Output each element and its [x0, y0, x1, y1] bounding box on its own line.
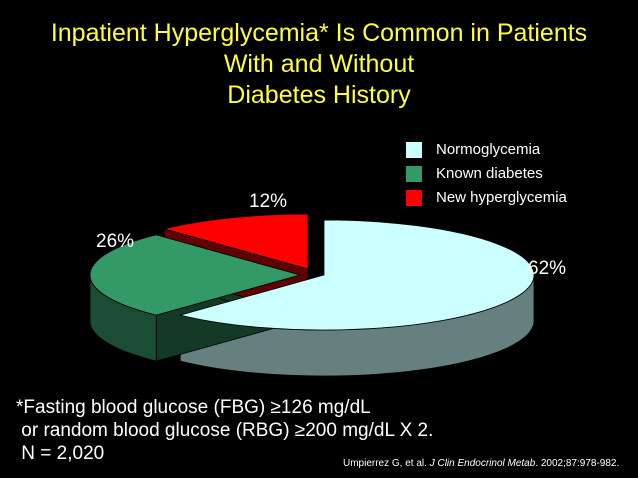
slide-title: Inpatient Hyperglycemia* Is Common in Pa…: [0, 18, 638, 111]
data-label-new-hyperglycemia: 12%: [249, 191, 288, 212]
pie-slice-new-hyperglycemia: [162, 213, 309, 270]
legend-swatch-new-hyperglycemia: [406, 189, 422, 206]
legend-swatch-normoglycemia: [406, 141, 422, 158]
footnote: *Fasting blood glucose (FBG) ≥126 mg/dL …: [16, 396, 433, 465]
data-label-known-diabetes: 26%: [96, 231, 135, 252]
citation: Umpierrez G, et al. J Clin Endocrinol Me…: [343, 458, 619, 469]
footnote-line-1: *Fasting blood glucose (FBG) ≥126 mg/dL: [16, 397, 371, 418]
citation-details: . 2002;87:978-982.: [535, 458, 620, 469]
data-label-normoglycemia: 62%: [528, 258, 567, 279]
legend-label-new-hyperglycemia: New hyperglycemia: [436, 189, 567, 206]
legend-item-new-hyperglycemia: New hyperglycemia: [406, 186, 567, 209]
title-line-1: Inpatient Hyperglycemia* Is Common in Pa…: [50, 19, 588, 47]
legend-label-normoglycemia: Normoglycemia: [436, 141, 541, 158]
citation-authors: Umpierrez G, et al.: [343, 458, 430, 469]
pie-slice-known-diabetes: [89, 234, 302, 316]
legend-swatch-known-diabetes: [406, 165, 422, 182]
footnote-line-2: or random blood glucose (RBG) ≥200 mg/dL…: [16, 420, 434, 441]
citation-journal: J Clin Endocrinol Metab: [429, 458, 536, 469]
pie-slice-normoglycemia: [178, 219, 535, 331]
footnote-line-3: N = 2,020: [16, 443, 105, 464]
title-line-3: Diabetes History: [227, 81, 411, 109]
title-line-2: With and Without: [223, 50, 415, 78]
pie-top-faces: [89, 213, 535, 331]
legend-item-known-diabetes: Known diabetes: [406, 162, 567, 185]
legend-item-normoglycemia: Normoglycemia: [406, 138, 567, 161]
legend-label-known-diabetes: Known diabetes: [436, 165, 543, 182]
chart-legend: Normoglycemia Known diabetes New hypergl…: [406, 138, 567, 210]
